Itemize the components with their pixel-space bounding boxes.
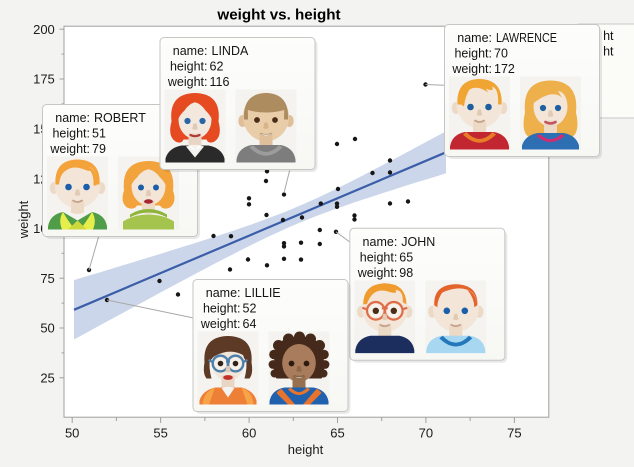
- svg-text:75: 75: [507, 425, 521, 440]
- svg-text:172: 172: [494, 62, 515, 76]
- svg-text:height: height: [288, 442, 324, 457]
- svg-text:60: 60: [242, 425, 256, 440]
- svg-text:LILLIE: LILLIE: [245, 286, 281, 300]
- svg-text:weight vs. height: weight vs. height: [216, 7, 340, 24]
- svg-text:name:: name:: [173, 44, 208, 58]
- svg-text:70: 70: [494, 47, 508, 61]
- svg-text:weight: weight: [16, 200, 31, 239]
- svg-text:55: 55: [153, 425, 167, 440]
- svg-text:height:: height:: [360, 250, 398, 264]
- svg-text:LINDA: LINDA: [212, 44, 249, 58]
- svg-text:65: 65: [330, 425, 344, 440]
- svg-text:weight:: weight:: [167, 75, 208, 89]
- svg-text:ROBERT: ROBERT: [94, 111, 146, 125]
- svg-text:70: 70: [419, 425, 433, 440]
- svg-text:JOHN: JOHN: [401, 235, 435, 249]
- svg-text:height:: height:: [170, 60, 208, 74]
- svg-text:200: 200: [33, 22, 55, 37]
- svg-text:name:: name:: [206, 286, 241, 300]
- svg-text:50: 50: [40, 321, 54, 336]
- svg-text:name:: name:: [457, 31, 492, 45]
- svg-text:52: 52: [243, 302, 257, 316]
- svg-text:62: 62: [210, 60, 224, 74]
- svg-text:79: 79: [92, 142, 106, 156]
- svg-text:116: 116: [210, 75, 230, 89]
- svg-text:weight:: weight:: [357, 266, 398, 280]
- svg-text:75: 75: [40, 271, 54, 286]
- svg-text:25: 25: [40, 371, 54, 386]
- svg-text:name:: name:: [55, 111, 90, 125]
- svg-text:51: 51: [92, 127, 106, 141]
- svg-text:height:: height:: [203, 302, 241, 316]
- svg-text:weight:: weight:: [49, 142, 90, 156]
- svg-text:weight:: weight:: [451, 62, 492, 76]
- svg-text:height:: height:: [52, 127, 90, 141]
- svg-text:50: 50: [65, 425, 79, 440]
- svg-text:ht: ht: [603, 29, 614, 43]
- svg-text:98: 98: [399, 266, 413, 280]
- svg-text:weight:: weight:: [200, 317, 241, 331]
- svg-text:175: 175: [33, 72, 55, 87]
- svg-text:LAWRENCE: LAWRENCE: [496, 31, 557, 45]
- svg-text:64: 64: [243, 317, 257, 331]
- svg-text:name:: name:: [363, 235, 398, 249]
- svg-text:height:: height:: [454, 47, 492, 61]
- svg-text:65: 65: [399, 250, 413, 264]
- svg-text:ht: ht: [603, 45, 614, 59]
